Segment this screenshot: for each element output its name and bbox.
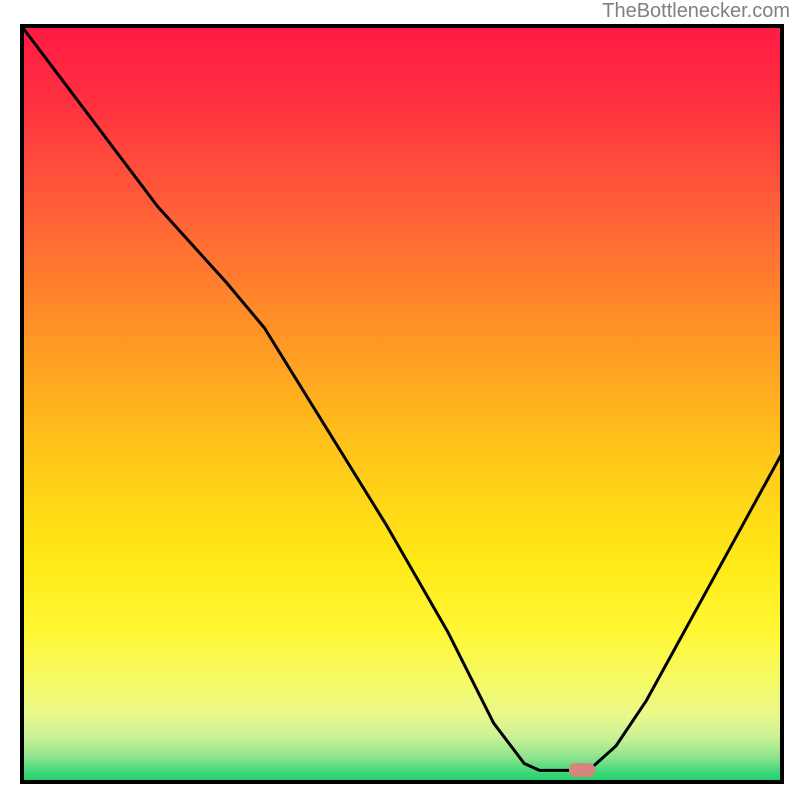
chart-container: TheBottlenecker.com <box>0 0 800 800</box>
watermark-text: TheBottlenecker.com <box>602 0 790 23</box>
optimal-marker <box>569 763 595 777</box>
plot-area <box>20 24 784 784</box>
curve-line <box>20 24 784 784</box>
